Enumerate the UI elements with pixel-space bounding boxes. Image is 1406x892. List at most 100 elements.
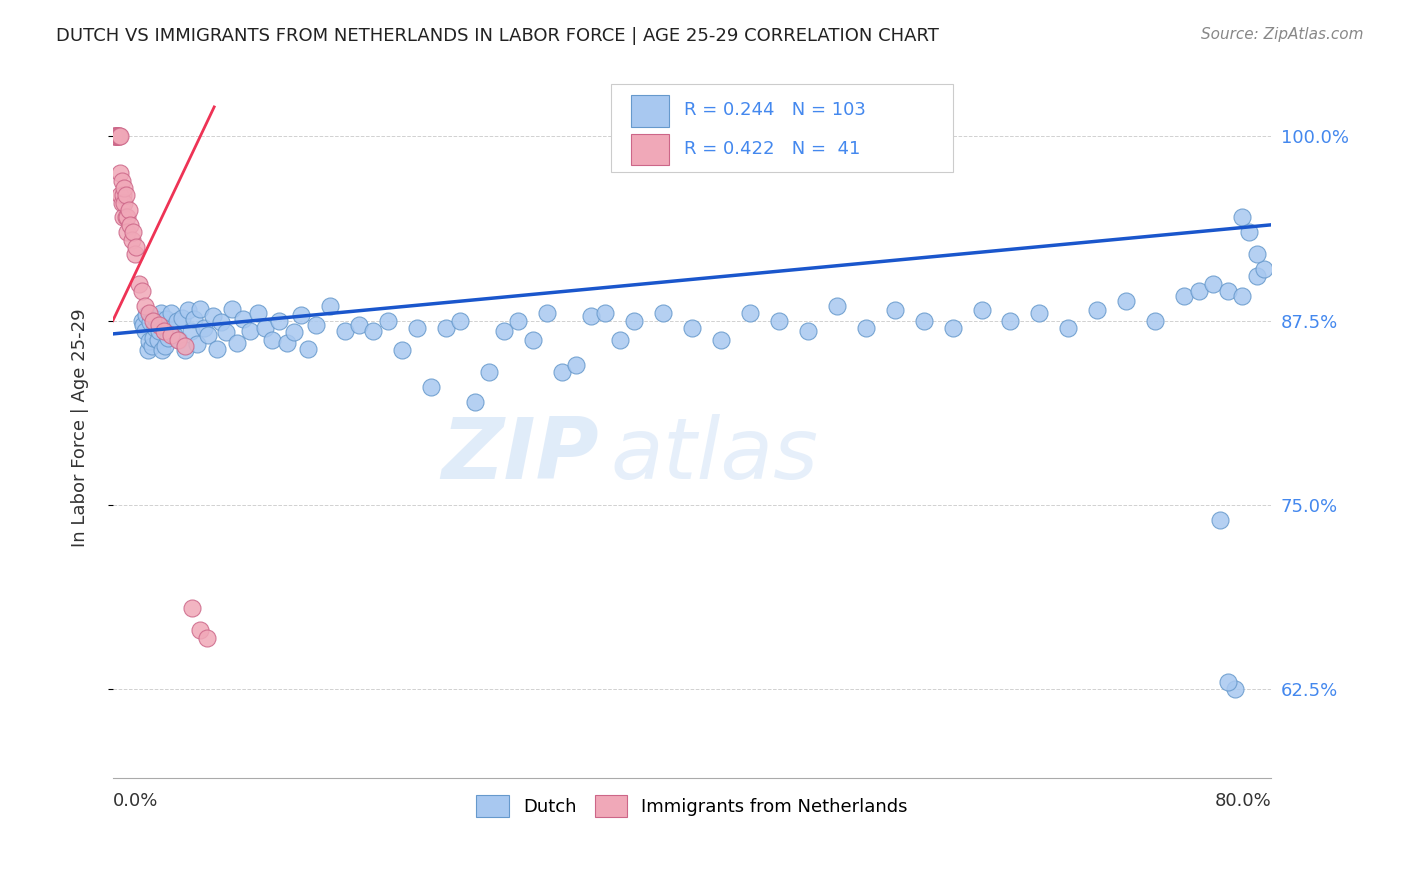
Point	[319, 299, 342, 313]
Point	[420, 380, 443, 394]
Point	[205, 342, 228, 356]
Point	[623, 313, 645, 327]
Point	[492, 324, 515, 338]
Point	[1239, 225, 1261, 239]
Point	[143, 321, 166, 335]
Point	[304, 318, 326, 332]
Text: 0.0%: 0.0%	[112, 791, 159, 810]
Point	[1253, 262, 1275, 277]
Point	[181, 601, 204, 615]
Point	[117, 211, 139, 225]
Point	[128, 277, 150, 291]
Text: DUTCH VS IMMIGRANTS FROM NETHERLANDS IN LABOR FORCE | AGE 25-29 CORRELATION CHAR: DUTCH VS IMMIGRANTS FROM NETHERLANDS IN …	[56, 27, 939, 45]
Point	[180, 324, 202, 338]
Point	[104, 129, 127, 144]
Point	[1209, 513, 1232, 527]
Point	[215, 326, 238, 340]
Point	[232, 312, 254, 326]
Point	[226, 335, 249, 350]
Point	[797, 324, 820, 338]
Point	[681, 321, 703, 335]
Point	[120, 218, 142, 232]
Point	[131, 313, 153, 327]
Point	[156, 331, 179, 345]
Point	[579, 310, 602, 324]
Point	[1000, 313, 1022, 327]
Point	[103, 129, 125, 144]
Point	[141, 339, 163, 353]
Point	[1230, 288, 1253, 302]
Point	[478, 365, 501, 379]
Point	[146, 333, 169, 347]
Point	[134, 324, 156, 338]
Point	[114, 181, 136, 195]
Point	[1216, 674, 1239, 689]
Point	[550, 365, 572, 379]
Point	[197, 328, 219, 343]
Point	[1246, 247, 1268, 261]
Point	[201, 310, 224, 324]
Point	[167, 333, 190, 347]
Point	[593, 306, 616, 320]
Point	[139, 315, 162, 329]
Text: R = 0.422   N =  41: R = 0.422 N = 41	[683, 140, 860, 158]
FancyBboxPatch shape	[610, 85, 953, 172]
Point	[117, 225, 139, 239]
Point	[134, 299, 156, 313]
Point	[276, 335, 298, 350]
Point	[1028, 306, 1050, 320]
FancyBboxPatch shape	[630, 134, 669, 165]
Text: atlas: atlas	[610, 414, 818, 497]
Point	[177, 303, 200, 318]
Point	[159, 306, 181, 320]
Point	[142, 331, 165, 345]
Point	[138, 306, 160, 320]
Point	[132, 318, 155, 332]
Point	[148, 318, 170, 332]
Point	[145, 312, 167, 326]
Point	[290, 308, 312, 322]
Point	[135, 308, 157, 322]
Point	[104, 129, 127, 144]
FancyBboxPatch shape	[630, 95, 669, 127]
Point	[108, 166, 131, 180]
Point	[111, 188, 134, 202]
Point	[221, 301, 243, 316]
Point	[107, 129, 129, 144]
Point	[124, 247, 146, 261]
Point	[193, 321, 215, 335]
Point	[163, 328, 186, 343]
Point	[347, 318, 370, 332]
Text: Source: ZipAtlas.com: Source: ZipAtlas.com	[1201, 27, 1364, 42]
Point	[159, 328, 181, 343]
Point	[1216, 284, 1239, 298]
Point	[115, 188, 138, 202]
Point	[970, 303, 993, 318]
Point	[449, 313, 471, 327]
Point	[136, 343, 159, 358]
Point	[536, 306, 558, 320]
Point	[434, 321, 457, 335]
Point	[111, 211, 134, 225]
Point	[738, 306, 761, 320]
Point	[172, 310, 194, 325]
Point	[406, 321, 429, 335]
Point	[464, 394, 486, 409]
Point	[710, 333, 733, 347]
Point	[209, 315, 232, 329]
Point	[1230, 211, 1253, 225]
Point	[108, 129, 131, 144]
Point	[297, 342, 319, 356]
Point	[121, 233, 143, 247]
Point	[105, 129, 128, 144]
Point	[183, 312, 205, 326]
Y-axis label: In Labor Force | Age 25-29: In Labor Force | Age 25-29	[72, 309, 89, 547]
Point	[912, 313, 935, 327]
Point	[246, 306, 269, 320]
Point	[883, 303, 905, 318]
Point	[114, 195, 136, 210]
Legend: Dutch, Immigrants from Netherlands: Dutch, Immigrants from Netherlands	[468, 788, 915, 824]
Point	[1057, 321, 1080, 335]
Text: ZIP: ZIP	[441, 414, 599, 497]
Point	[377, 313, 399, 327]
